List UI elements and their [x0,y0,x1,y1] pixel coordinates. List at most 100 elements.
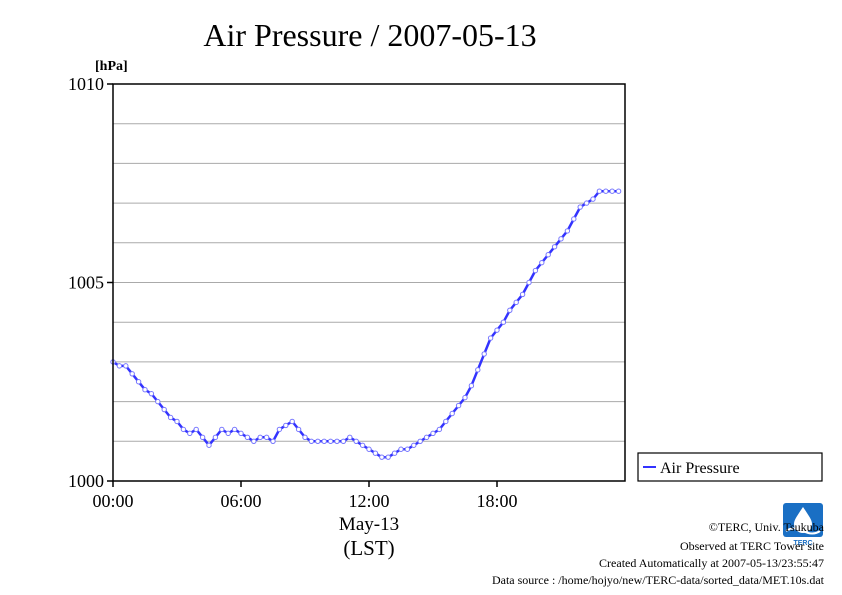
data-point [539,259,545,266]
terc-logo: TERC [783,503,823,547]
data-point [596,188,603,194]
series-layer [110,188,622,460]
data-point [577,204,583,210]
data-point [161,406,167,413]
data-point [155,398,161,405]
data-point [507,307,513,313]
data-point [462,394,468,401]
data-point [532,267,539,274]
data-point [494,327,500,333]
data-point [302,434,308,441]
data-point [289,418,295,425]
data-point [481,351,487,357]
credit-copyright: ©TERC, Univ. Tsukuba [708,520,824,534]
data-point [411,442,417,448]
data-point [238,430,244,437]
data-point [263,434,270,441]
data-point [449,410,455,417]
data-point [519,291,526,298]
x-axis-label-timezone: (LST) [343,536,394,560]
data-point [359,442,366,448]
logo-text: TERC [793,540,812,547]
data-point [270,438,276,444]
data-point [295,426,302,433]
x-axis-ticks: 00:00 06:00 12:00 18:00 [92,481,518,511]
y-tick-label: 1005 [68,273,104,293]
x-tick-label: 00:00 [92,491,133,511]
data-point [283,422,289,429]
data-point [436,426,443,433]
data-point [526,279,532,286]
data-point [148,390,155,397]
data-point [564,228,571,234]
legend-box [637,452,823,482]
data-point [385,454,391,460]
legend: Air Pressure [637,452,823,482]
data-point [372,450,379,456]
data-point [219,426,225,433]
data-point [251,438,257,444]
data-point [315,438,321,444]
legend-label: Air Pressure [660,460,740,477]
data-point [583,200,590,206]
data-point [206,442,212,448]
data-point [398,446,404,452]
data-point [212,434,219,441]
data-point [609,188,615,194]
data-point [135,379,142,385]
y-tick-label: 1000 [68,471,104,491]
data-point [551,244,558,250]
data-point [193,426,199,433]
credit-source: Data source : /home/hojyo/new/TERC-data/… [491,573,824,587]
data-point [379,454,385,460]
data-point [129,371,135,377]
data-point [455,402,462,409]
credit-created: Created Automatically at 2007-05-13/23:5… [599,556,824,570]
data-point [423,434,430,441]
data-point [545,252,551,258]
data-point [347,434,353,441]
data-point [353,438,359,444]
data-point [308,438,315,444]
data-point [443,418,449,425]
credit-observed: Observed at TERC Tower site [679,539,824,553]
data-point [468,383,475,389]
y-axis-ticks: 1000 1005 1010 [68,74,113,491]
data-point [327,438,334,444]
data-point [180,426,187,433]
data-point [334,438,340,444]
data-point [167,414,174,421]
data-point [116,363,123,369]
wave-icon [785,527,821,535]
grid-lines [113,123,625,442]
y-tick-label: 1010 [68,74,104,94]
data-point [571,216,577,222]
data-point [257,434,263,441]
data-point [123,363,129,369]
data-point [231,426,238,433]
data-point [366,446,372,452]
data-point [225,430,231,437]
chart-title: Air Pressure / 2007-05-13 [203,17,536,53]
data-point [513,299,519,306]
x-tick-label: 12:00 [348,491,389,511]
data-point [187,430,193,437]
data-point [404,446,411,452]
data-point [174,418,180,425]
data-point [142,386,148,393]
x-tick-label: 06:00 [220,491,261,511]
data-point [417,438,423,444]
data-point [487,335,494,341]
data-point [558,236,564,242]
data-point [430,430,436,437]
data-point [340,438,347,444]
data-point [500,319,507,325]
data-point [391,450,398,456]
data-point [603,188,609,194]
plot-frame [112,83,626,482]
y-axis-unit: [hPa] [95,59,128,74]
data-point [276,426,283,433]
data-point [244,434,251,441]
water-drop-icon [794,507,812,533]
